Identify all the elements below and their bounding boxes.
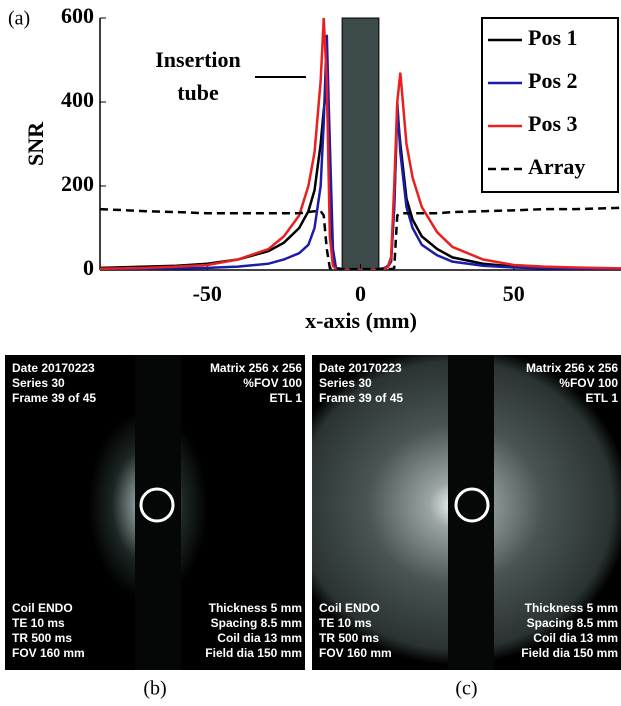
overlay-text: ETL 1: [270, 391, 303, 405]
y-tick-label: 200: [61, 171, 94, 196]
legend-label: Pos 2: [528, 68, 578, 93]
overlay-text: Series 30: [12, 376, 65, 390]
overlay-text: TR 500 ms: [12, 631, 72, 645]
legend-label: Pos 3: [528, 111, 578, 136]
overlay-text: TR 500 ms: [319, 631, 379, 645]
annotation: Insertion: [155, 47, 241, 72]
overlay-text: %FOV 100: [243, 376, 302, 390]
x-tick-label: -50: [193, 281, 222, 306]
legend-label: Array: [528, 154, 585, 179]
overlay-text: Coil ENDO: [12, 601, 73, 615]
overlay-text: Coil dia 13 mm: [533, 631, 618, 645]
insertion-tube: [342, 18, 379, 270]
overlay-text: Thickness 5 mm: [525, 601, 618, 615]
panel-label: (c): [455, 678, 477, 700]
overlay-text: TE 10 ms: [319, 616, 372, 630]
overlay-text: Field dia 150 mm: [521, 646, 618, 660]
annotation: tube: [177, 80, 219, 105]
overlay-text: Spacing 8.5 mm: [211, 616, 302, 630]
overlay-text: FOV 160 mm: [12, 646, 85, 660]
overlay-text: Frame 39 of 45: [319, 391, 403, 405]
overlay-text: Matrix 256 x 256: [210, 361, 302, 375]
overlay-text: ETL 1: [586, 391, 619, 405]
panel-label: (a): [8, 8, 30, 30]
y-tick-label: 400: [61, 87, 94, 112]
overlay-text: Coil ENDO: [319, 601, 380, 615]
y-tick-label: 600: [61, 3, 94, 28]
overlay-text: Spacing 8.5 mm: [527, 616, 618, 630]
panel-label: (b): [143, 678, 166, 700]
overlay-text: Thickness 5 mm: [209, 601, 302, 615]
x-axis-label: x-axis (mm): [305, 308, 417, 333]
overlay-text: Date 20170223: [319, 361, 402, 375]
overlay-text: TE 10 ms: [12, 616, 65, 630]
figure: (a) x-axis (mm) SNR 0 200 400 600 -50 0 50 Inse…: [0, 0, 621, 706]
overlay-text: Coil dia 13 mm: [217, 631, 302, 645]
x-tick-label: 50: [503, 281, 525, 306]
y-axis-label: SNR: [23, 121, 48, 166]
overlay-text: FOV 160 mm: [319, 646, 392, 660]
overlay-text: %FOV 100: [559, 376, 618, 390]
overlay-text: Field dia 150 mm: [205, 646, 302, 660]
overlay-text: Series 30: [319, 376, 372, 390]
x-tick-label: 0: [355, 281, 366, 306]
y-tick-label: 0: [83, 255, 94, 280]
overlay-text: Matrix 256 x 256: [526, 361, 618, 375]
overlay-text: Frame 39 of 45: [12, 391, 96, 405]
legend-label: Pos 1: [528, 25, 578, 50]
overlay-text: Date 20170223: [12, 361, 95, 375]
